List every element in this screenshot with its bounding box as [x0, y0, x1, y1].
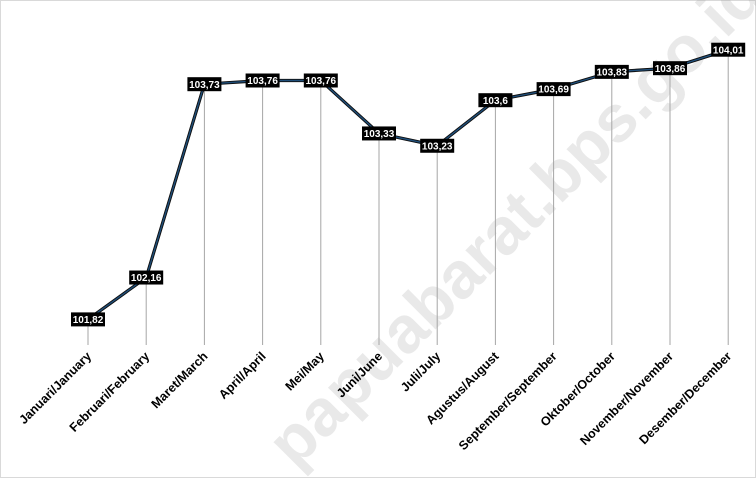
data-label-text: 103,6: [483, 96, 508, 107]
data-label-box: [245, 73, 280, 88]
data-label: 103,83: [594, 64, 629, 79]
data-label-text: 102,16: [131, 273, 162, 284]
data-label-text: 103,73: [189, 80, 220, 91]
data-label: 102,16: [129, 270, 164, 285]
data-label-text: 104,01: [713, 45, 744, 56]
data-labels: 101,82 102,16 103,73 103,76 103,76 103,33 103,…: [71, 42, 746, 327]
drop-lines: [87, 49, 729, 345]
data-label-text: 103,83: [597, 67, 628, 78]
data-label-box: [711, 42, 746, 57]
data-label-text: 103,86: [655, 64, 686, 75]
data-label-text: 101,82: [73, 315, 104, 326]
data-label: 103,6: [478, 93, 513, 108]
data-label-box: [420, 138, 455, 153]
data-label-box: [303, 73, 338, 88]
data-label-text: 103,76: [247, 76, 278, 87]
data-label: 101,82: [71, 312, 105, 327]
data-label: 103,69: [536, 82, 571, 97]
data-label-box: [478, 93, 513, 108]
data-label-box: [71, 312, 105, 327]
data-label: 103,76: [303, 73, 338, 88]
data-label-text: 103,69: [538, 85, 569, 96]
data-label-text: 103,76: [306, 76, 337, 87]
data-label: 103,33: [362, 126, 396, 141]
data-label-box: [129, 270, 164, 285]
data-label-text: 103,33: [364, 129, 395, 140]
data-label: 103,73: [187, 77, 222, 92]
data-label-box: [362, 126, 396, 141]
data-label-box: [536, 82, 571, 97]
data-label: 104,01: [711, 42, 746, 57]
data-label-box: [594, 64, 629, 79]
data-label-text: 103,23: [422, 141, 453, 152]
data-label: 103,76: [245, 73, 280, 88]
data-label: 103,23: [420, 138, 455, 153]
data-label-box: [187, 77, 222, 92]
data-label-box: [653, 61, 687, 76]
data-label: 103,86: [653, 61, 687, 76]
